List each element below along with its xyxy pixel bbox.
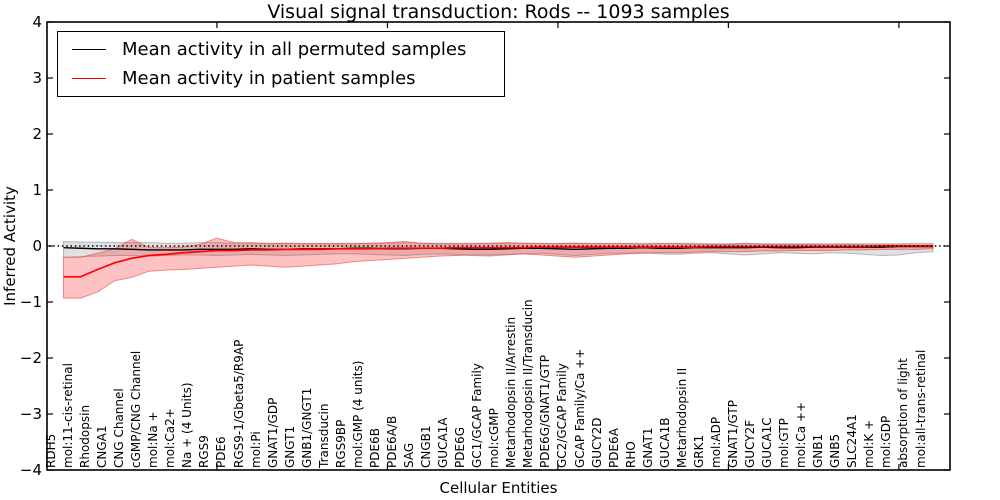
x-tick-label: GNGT1 bbox=[282, 425, 297, 468]
x-tick-label: Na + (4 Units) bbox=[180, 382, 195, 468]
x-tick-label: mol:Ca ++ bbox=[794, 401, 809, 468]
x-tick-label: GNB5 bbox=[828, 433, 843, 468]
x-tick-label: GRK1 bbox=[691, 434, 706, 468]
legend-label-permuted: Mean activity in all permuted samples bbox=[122, 39, 467, 61]
x-tick-label: mol:all-trans-retinal bbox=[913, 349, 928, 468]
patient-mean-line bbox=[63, 245, 933, 278]
y-tick-label: −3 bbox=[19, 405, 42, 423]
x-tick-label: PDE6A/B bbox=[384, 415, 399, 468]
x-tick-label: PDE6A bbox=[606, 428, 621, 468]
y-tick-label: 4 bbox=[32, 13, 42, 31]
x-tick-label: mol:GDP bbox=[879, 415, 894, 468]
x-tick-label: mol:GMP (4 units) bbox=[350, 360, 365, 468]
x-tick-label: PDE6G bbox=[453, 427, 468, 468]
x-tick-label: mol:Pi bbox=[248, 431, 263, 468]
x-tick-label: GC2/GCAP Family bbox=[555, 363, 570, 468]
x-tick-label: PDE6B bbox=[367, 428, 382, 468]
x-tick-label: GCAP Family/Ca ++ bbox=[572, 348, 587, 468]
permuted-line-sample bbox=[72, 49, 106, 51]
x-tick-label: PDE6 bbox=[214, 436, 229, 468]
y-tick-label: 1 bbox=[32, 181, 42, 199]
y-tick-label: 2 bbox=[32, 125, 42, 143]
x-tick-label: GC1/GCAP Family bbox=[470, 363, 485, 468]
x-tick-label: GNB1 bbox=[811, 433, 826, 468]
x-tick-label: mol:ADP bbox=[708, 416, 723, 468]
x-tick-label: Transducin bbox=[316, 403, 331, 468]
legend-item-patient: Mean activity in patient samples bbox=[72, 68, 504, 89]
y-tick-label: 3 bbox=[32, 69, 42, 87]
x-tick-label: Metarhodopsin II/Transducin bbox=[521, 299, 536, 468]
patient-line-sample bbox=[72, 77, 106, 79]
x-tick-label: RGS9 bbox=[197, 435, 212, 468]
x-tick-label: CNG Channel bbox=[112, 388, 127, 468]
x-tick-label: GNAT1/GTP bbox=[725, 400, 740, 468]
x-tick-label: GNAT1/GDP bbox=[265, 397, 280, 468]
x-tick-label: mol:cGMP bbox=[487, 408, 502, 468]
x-tick-label: cGMP/CNG Channel bbox=[129, 350, 144, 468]
x-tick-label: mol:11-cis-retinal bbox=[61, 363, 76, 468]
y-tick-label: −2 bbox=[19, 349, 42, 367]
legend: Mean activity in all permuted samples Me… bbox=[57, 31, 505, 97]
x-tick-label: GUCA1B bbox=[657, 417, 672, 468]
x-tick-label: CNGA1 bbox=[95, 425, 110, 469]
x-tick-label: mol:GTP bbox=[777, 418, 792, 468]
x-tick-label: GUCA1A bbox=[436, 417, 451, 468]
x-tick-label: RGS9BP bbox=[333, 419, 348, 468]
x-tick-label: RGS9-1/Gbeta5/R9AP bbox=[231, 339, 246, 468]
x-tick-label: Metarhodopsin II bbox=[674, 367, 689, 468]
y-tick-label: −1 bbox=[19, 293, 42, 311]
y-tick-label: −4 bbox=[19, 461, 42, 479]
x-tick-label: RHO bbox=[623, 441, 638, 468]
x-tick-label: SLC24A1 bbox=[845, 414, 860, 468]
legend-label-patient: Mean activity in patient samples bbox=[122, 67, 416, 89]
x-tick-label: mol:Na + bbox=[146, 411, 161, 468]
x-tick-label: RDH5 bbox=[44, 433, 58, 468]
x-tick-label: Metarhodopsin II/Arrestin bbox=[504, 316, 519, 468]
x-tick-label: absorption of light bbox=[896, 358, 911, 468]
x-tick-label: Rhodopsin bbox=[78, 404, 93, 468]
x-tick-label: GNAT1 bbox=[640, 427, 655, 468]
y-tick-label: 0 bbox=[32, 237, 42, 255]
x-tick-label: GNB1/GNGT1 bbox=[299, 387, 314, 468]
x-tick-label: mol:K + bbox=[862, 419, 877, 468]
legend-item-permuted: Mean activity in all permuted samples bbox=[72, 39, 504, 60]
x-tick-label: GUCY2D bbox=[589, 417, 604, 468]
permuted-mean-line bbox=[63, 245, 933, 251]
x-tick-label: GUCA1C bbox=[760, 417, 775, 468]
x-tick-label: PDE6G/GNAT1/GTP bbox=[538, 354, 553, 468]
x-tick-label: mol:Ca2+ bbox=[163, 408, 178, 468]
x-axis-label: Cellular Entities bbox=[439, 479, 558, 497]
x-tick-label: SAG bbox=[402, 442, 417, 468]
patient-std-band bbox=[63, 237, 934, 299]
x-tick-label: GUCY2F bbox=[743, 419, 757, 468]
x-tick-label: CNGB1 bbox=[419, 425, 434, 468]
chart-title: Visual signal transduction: Rods -- 1093… bbox=[267, 1, 730, 23]
